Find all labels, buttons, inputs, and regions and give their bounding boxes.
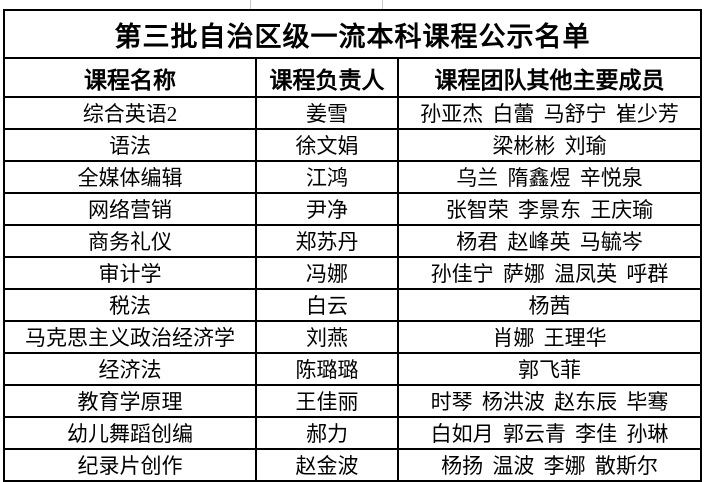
members-cell: 肖娜 王理华 [396,320,703,354]
course-name-cell: 语法 [3,128,257,162]
table-header-row: 课程名称 课程负责人 课程团队其他主要成员 [3,57,703,98]
course-name-cell: 审计学 [3,256,257,290]
course-name-cell: 幼儿舞蹈创编 [3,416,257,450]
table-row: 税法 白云 杨茜 [3,288,703,322]
members-cell: 杨茜 [396,288,703,322]
leader-cell: 姜雪 [255,96,399,130]
members-cell: 张智荣 李景东 王庆瑜 [396,192,703,226]
table-row: 语法 徐文娟 梁彬彬 刘瑜 [3,128,703,162]
course-name-cell: 综合英语2 [3,96,257,130]
table-row: 教育学原理 王佳丽 时琴 杨洪波 赵东辰 毕骞 [3,384,703,418]
leader-cell: 赵金波 [255,448,399,482]
table-row: 审计学 冯娜 孙佳宁 萨娜 温凤英 呼群 [3,256,703,290]
course-name-cell: 税法 [3,288,257,322]
course-name-cell: 纪录片创作 [3,448,257,482]
course-name-cell: 教育学原理 [3,384,257,418]
course-name-cell: 网络营销 [3,192,257,226]
table-title-row: 第三批自治区级一流本科课程公示名单 [2,9,703,59]
column-header-course: 课程名称 [3,57,257,98]
members-cell: 杨扬 温波 李娜 散斯尔 [396,448,703,482]
members-cell: 孙亚杰 白蕾 马舒宁 崔少芳 [396,96,703,130]
spreadsheet-gridline [382,0,383,9]
table-row: 马克思主义政治经济学 刘燕 肖娜 王理华 [3,320,703,354]
course-name-cell: 商务礼仪 [3,224,257,258]
table-row: 全媒体编辑 江鸿 乌兰 隋鑫煜 辛悦泉 [3,160,703,194]
members-cell: 梁彬彬 刘瑜 [396,128,703,162]
members-cell: 时琴 杨洪波 赵东辰 毕骞 [396,384,703,418]
leader-cell: 陈璐璐 [255,352,399,386]
members-cell: 杨君 赵峰英 马毓岑 [396,224,703,258]
table-row: 综合英语2 姜雪 孙亚杰 白蕾 马舒宁 崔少芳 [3,96,703,130]
spreadsheet-gridline [250,0,251,9]
table-row: 纪录片创作 赵金波 杨扬 温波 李娜 散斯尔 [3,448,703,482]
table-row: 网络营销 尹净 张智荣 李景东 王庆瑜 [3,192,703,226]
leader-cell: 徐文娟 [255,128,399,162]
members-cell: 白如月 郭云青 李佳 孙琳 [396,416,703,450]
course-name-cell: 马克思主义政治经济学 [3,320,257,354]
leader-cell: 刘燕 [255,320,399,354]
course-list-table: 第三批自治区级一流本科课程公示名单 课程名称 课程负责人 课程团队其他主要成员 … [2,9,703,482]
table-row: 幼儿舞蹈创编 郝力 白如月 郭云青 李佳 孙琳 [3,416,703,450]
leader-cell: 王佳丽 [255,384,399,418]
members-cell: 孙佳宁 萨娜 温凤英 呼群 [396,256,703,290]
page-title: 第三批自治区级一流本科课程公示名单 [2,9,703,59]
course-name-cell: 经济法 [3,352,257,386]
members-cell: 乌兰 隋鑫煜 辛悦泉 [396,160,703,194]
leader-cell: 郑苏丹 [255,224,399,258]
members-cell: 郭飞菲 [396,352,703,386]
column-header-leader: 课程负责人 [255,57,399,98]
leader-cell: 冯娜 [255,256,399,290]
table-row: 经济法 陈璐璐 郭飞菲 [3,352,703,386]
course-name-cell: 全媒体编辑 [3,160,257,194]
leader-cell: 白云 [255,288,399,322]
column-header-members: 课程团队其他主要成员 [396,57,703,98]
leader-cell: 江鸿 [255,160,399,194]
leader-cell: 尹净 [255,192,399,226]
leader-cell: 郝力 [255,416,399,450]
table-row: 商务礼仪 郑苏丹 杨君 赵峰英 马毓岑 [3,224,703,258]
